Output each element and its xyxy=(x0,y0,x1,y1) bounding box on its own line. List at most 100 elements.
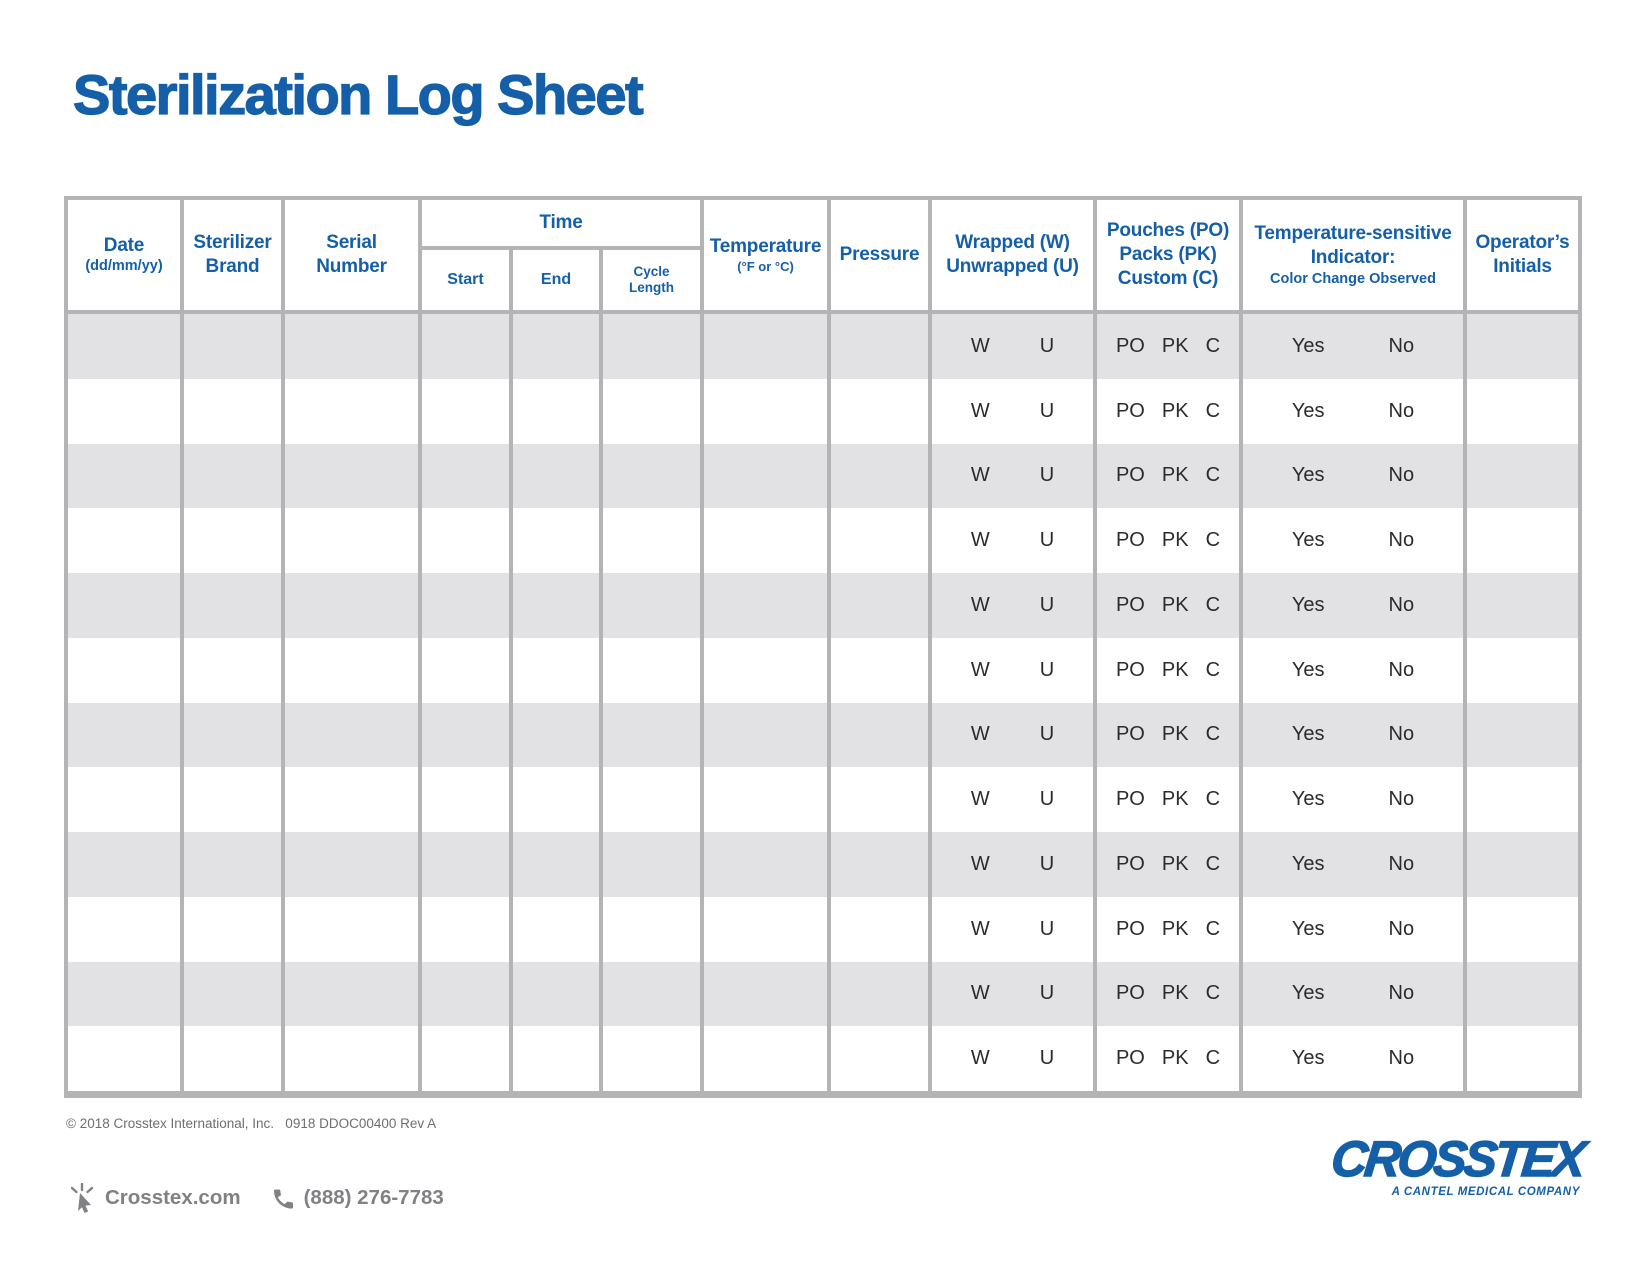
date-cell[interactable] xyxy=(68,314,180,379)
temperature-cell[interactable] xyxy=(704,1026,827,1091)
sterilizer-brand-cell[interactable] xyxy=(184,637,281,703)
temperature-cell[interactable] xyxy=(704,573,827,638)
indicator-option-no[interactable]: No xyxy=(1388,852,1415,875)
pouches-option-pk[interactable]: PK xyxy=(1161,529,1189,552)
wrapped-option-u[interactable]: U xyxy=(1039,788,1055,811)
cycle-length-cell[interactable] xyxy=(603,314,700,379)
indicator-option-yes[interactable]: Yes xyxy=(1291,1047,1325,1070)
start-time-cell[interactable] xyxy=(422,573,509,638)
start-time-cell[interactable] xyxy=(422,767,509,832)
pouches-option-po[interactable]: PO xyxy=(1115,723,1145,746)
wrapped-option-u[interactable]: U xyxy=(1039,529,1055,552)
end-time-cell[interactable] xyxy=(513,767,599,832)
sterilizer-brand-cell[interactable] xyxy=(184,1026,281,1091)
pouches-option-c[interactable]: C xyxy=(1205,464,1221,487)
pouches-option-pk[interactable]: PK xyxy=(1161,658,1189,681)
date-cell[interactable] xyxy=(68,637,180,703)
cycle-length-cell[interactable] xyxy=(603,961,700,1027)
pouches-option-c[interactable]: C xyxy=(1205,982,1221,1005)
pouches-option-pk[interactable]: PK xyxy=(1161,464,1189,487)
indicator-option-yes[interactable]: Yes xyxy=(1291,464,1325,487)
pouches-option-c[interactable]: C xyxy=(1205,1047,1221,1070)
end-time-cell[interactable] xyxy=(513,573,599,638)
indicator-option-no[interactable]: No xyxy=(1388,658,1415,681)
operator-initials-cell[interactable] xyxy=(1467,573,1578,638)
serial-number-cell[interactable] xyxy=(285,896,418,962)
operator-initials-cell[interactable] xyxy=(1467,637,1578,703)
indicator-option-yes[interactable]: Yes xyxy=(1291,529,1325,552)
end-time-cell[interactable] xyxy=(513,896,599,962)
wrapped-option-u[interactable]: U xyxy=(1039,334,1055,357)
indicator-option-yes[interactable]: Yes xyxy=(1291,852,1325,875)
wrapped-option-u[interactable]: U xyxy=(1039,917,1055,940)
pressure-cell[interactable] xyxy=(831,896,928,962)
temperature-cell[interactable] xyxy=(704,832,827,897)
pouches-option-po[interactable]: PO xyxy=(1115,852,1145,875)
pouches-option-pk[interactable]: PK xyxy=(1161,982,1189,1005)
cycle-length-cell[interactable] xyxy=(603,832,700,897)
serial-number-cell[interactable] xyxy=(285,767,418,832)
pouches-option-po[interactable]: PO xyxy=(1115,1047,1145,1070)
serial-number-cell[interactable] xyxy=(285,378,418,444)
start-time-cell[interactable] xyxy=(422,961,509,1027)
start-time-cell[interactable] xyxy=(422,314,509,379)
start-time-cell[interactable] xyxy=(422,637,509,703)
cycle-length-cell[interactable] xyxy=(603,896,700,962)
wrapped-option-w[interactable]: W xyxy=(970,852,990,875)
pouches-option-c[interactable]: C xyxy=(1205,529,1221,552)
wrapped-option-u[interactable]: U xyxy=(1039,852,1055,875)
serial-number-cell[interactable] xyxy=(285,961,418,1027)
sterilizer-brand-cell[interactable] xyxy=(184,573,281,638)
pressure-cell[interactable] xyxy=(831,443,928,509)
pouches-option-pk[interactable]: PK xyxy=(1161,852,1189,875)
end-time-cell[interactable] xyxy=(513,702,599,768)
start-time-cell[interactable] xyxy=(422,378,509,444)
pouches-option-pk[interactable]: PK xyxy=(1161,917,1189,940)
cycle-length-cell[interactable] xyxy=(603,1026,700,1091)
indicator-option-yes[interactable]: Yes xyxy=(1291,917,1325,940)
pouches-option-po[interactable]: PO xyxy=(1115,334,1145,357)
indicator-option-no[interactable]: No xyxy=(1388,982,1415,1005)
operator-initials-cell[interactable] xyxy=(1467,508,1578,573)
indicator-option-yes[interactable]: Yes xyxy=(1291,982,1325,1005)
start-time-cell[interactable] xyxy=(422,896,509,962)
wrapped-option-u[interactable]: U xyxy=(1039,593,1055,616)
end-time-cell[interactable] xyxy=(513,443,599,509)
pressure-cell[interactable] xyxy=(831,637,928,703)
date-cell[interactable] xyxy=(68,896,180,962)
indicator-option-no[interactable]: No xyxy=(1388,464,1415,487)
sterilizer-brand-cell[interactable] xyxy=(184,443,281,509)
pouches-option-pk[interactable]: PK xyxy=(1161,593,1189,616)
indicator-option-no[interactable]: No xyxy=(1388,917,1415,940)
operator-initials-cell[interactable] xyxy=(1467,1026,1578,1091)
pouches-option-c[interactable]: C xyxy=(1205,334,1221,357)
sterilizer-brand-cell[interactable] xyxy=(184,702,281,768)
cycle-length-cell[interactable] xyxy=(603,378,700,444)
pouches-option-po[interactable]: PO xyxy=(1115,788,1145,811)
pressure-cell[interactable] xyxy=(831,832,928,897)
start-time-cell[interactable] xyxy=(422,508,509,573)
sterilizer-brand-cell[interactable] xyxy=(184,378,281,444)
wrapped-option-u[interactable]: U xyxy=(1039,399,1055,422)
cycle-length-cell[interactable] xyxy=(603,508,700,573)
indicator-option-yes[interactable]: Yes xyxy=(1291,593,1325,616)
pouches-option-pk[interactable]: PK xyxy=(1161,788,1189,811)
cycle-length-cell[interactable] xyxy=(603,767,700,832)
pouches-option-c[interactable]: C xyxy=(1205,399,1221,422)
wrapped-option-w[interactable]: W xyxy=(970,399,990,422)
date-cell[interactable] xyxy=(68,767,180,832)
end-time-cell[interactable] xyxy=(513,508,599,573)
temperature-cell[interactable] xyxy=(704,314,827,379)
serial-number-cell[interactable] xyxy=(285,637,418,703)
sterilizer-brand-cell[interactable] xyxy=(184,314,281,379)
date-cell[interactable] xyxy=(68,702,180,768)
operator-initials-cell[interactable] xyxy=(1467,896,1578,962)
sterilizer-brand-cell[interactable] xyxy=(184,961,281,1027)
serial-number-cell[interactable] xyxy=(285,573,418,638)
sterilizer-brand-cell[interactable] xyxy=(184,508,281,573)
cycle-length-cell[interactable] xyxy=(603,573,700,638)
temperature-cell[interactable] xyxy=(704,443,827,509)
sterilizer-brand-cell[interactable] xyxy=(184,767,281,832)
pouches-option-pk[interactable]: PK xyxy=(1161,1047,1189,1070)
indicator-option-yes[interactable]: Yes xyxy=(1291,334,1325,357)
